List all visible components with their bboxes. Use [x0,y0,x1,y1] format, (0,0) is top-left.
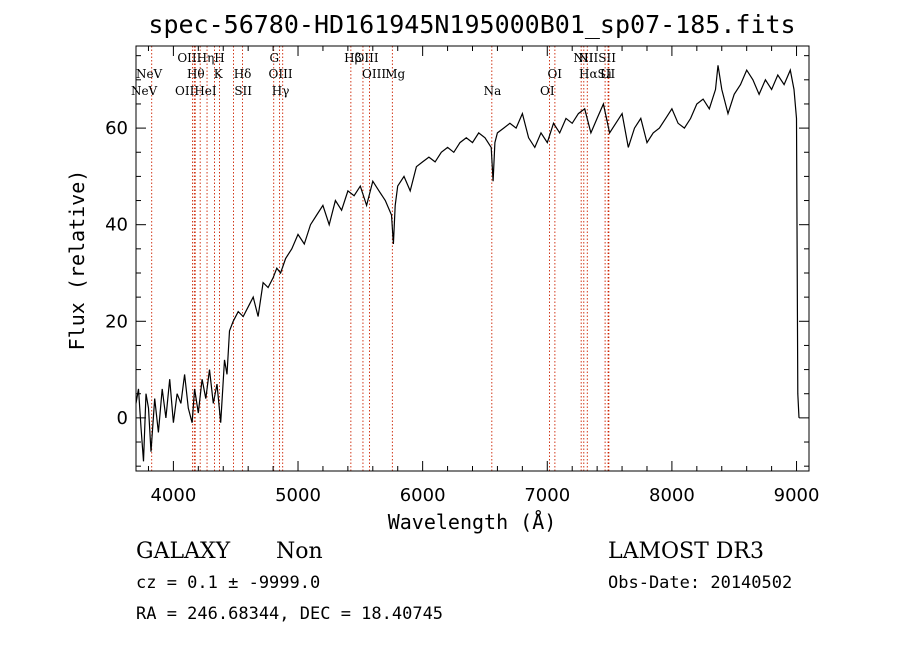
x-tick-label: 4000 [150,485,196,506]
line-label-Mg: Mg [385,67,405,81]
x-tick-label: 8000 [649,485,695,506]
line-label-OIII: OIII [269,67,293,81]
line-label-Hβ: Hβ [344,51,361,65]
y-tick-label: 40 [105,215,128,236]
y-tick-label: 20 [105,311,128,332]
y-tick-label: 0 [117,408,128,429]
x-axis-ticks: 4000 5000 6000 7000 8000 9000 [147,46,820,506]
x-tick-label: 5000 [275,485,321,506]
x-tick-label: 9000 [774,485,820,506]
line-label-K: K [214,67,224,81]
x-tick-label: 6000 [400,485,446,506]
object-class: GALAXY [136,539,231,564]
line-label-HαSII: HαSII [579,67,616,81]
survey-name: LAMOST DR3 [608,539,764,564]
y-axis-ticks: 0 20 40 60 [105,55,809,467]
y-axis-label: Flux (relative) [65,170,89,351]
redshift-value: cz = 0.1 ± -9999.0 [136,573,320,593]
chart-title: spec-56780-HD161945N195000B01_sp07-185.f… [148,10,795,39]
line-label-Hγ: Hγ [272,84,290,98]
line-label-NeV: NeV [131,84,158,98]
x-tick-label: 7000 [524,485,570,506]
plot-frame [135,45,810,472]
line-label-NII: NII [573,51,593,65]
line-label-OI: OI [540,84,555,98]
line-label-NIISII: NIISII [578,51,616,65]
line-label-SII: SII [234,84,252,98]
line-label-Hθ: Hθ [187,67,205,81]
line-label-Na: Na [484,84,502,98]
line-label-OIII: OIII [355,51,379,65]
line-label-NeV: NeV [136,67,163,81]
line-label-H: H [214,51,224,65]
ra-dec-coordinates: RA = 246.68344, DEC = 18.40745 [136,604,443,624]
observation-date: Obs-Date: 20140502 [608,573,792,593]
x-axis-label: Wavelength (Å) [388,510,557,534]
line-label-OIIHeI: OIIHeI [175,84,217,98]
line-label-G: G [270,51,280,65]
line-label-OI: OI [547,67,562,81]
line-label-Li: Li [600,67,612,81]
line-markers [151,46,610,471]
line-label-OIII: OIII [362,67,386,81]
spectrum-series-line [135,65,800,462]
line-label-OIIHη: OIIHη [177,51,214,65]
y-tick-label: 60 [105,118,128,139]
object-subclass: Non [276,539,323,564]
line-label-Hδ: Hδ [234,67,252,81]
